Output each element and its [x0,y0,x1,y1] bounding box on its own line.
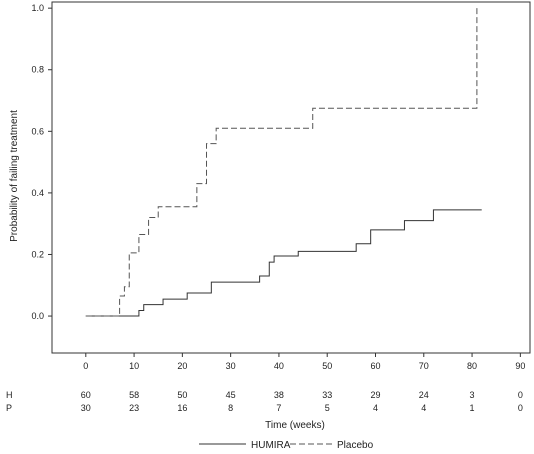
x-tick-label: 70 [419,361,429,371]
risk-count: 38 [274,390,284,400]
risk-count: 23 [129,403,139,413]
risk-count: 5 [325,403,330,413]
legend: HUMIRA Placebo [199,440,374,451]
risk-row-label: H [6,390,13,400]
x-tick-label: 0 [83,361,88,371]
x-tick-label: 30 [226,361,236,371]
legend-label-humira: HUMIRA [251,440,291,451]
plot-frame [51,1,531,354]
risk-count: 45 [226,390,236,400]
series-humira-line [85,209,482,317]
risk-row-label: P [6,403,12,413]
y-tick-label: 0.6 [31,126,44,136]
x-axis-title: Time (weeks) [265,420,325,431]
risk-count: 58 [129,390,139,400]
risk-count: 4 [421,403,426,413]
x-tick-label: 60 [370,361,380,371]
y-axis-ticks: 0.0 0.2 0.4 0.6 0.8 1.0 [31,3,52,321]
x-axis-ticks: 0 10 20 30 40 50 60 70 80 90 [83,353,525,371]
risk-count: 0 [518,390,523,400]
x-tick-label: 10 [129,361,139,371]
risk-count: 29 [370,390,380,400]
risk-count: 50 [177,390,187,400]
risk-table: H 60 58 50 45 38 33 29 24 3 0P 30 23 16 8 7 5 4 4 1 0 [6,390,523,413]
risk-count: 7 [276,403,281,413]
risk-count: 33 [322,390,332,400]
y-tick-label: 0.4 [31,188,44,198]
x-tick-label: 20 [177,361,187,371]
y-tick-label: 0.8 [31,65,44,75]
risk-count: 1 [470,403,475,413]
x-tick-label: 40 [274,361,284,371]
risk-count: 4 [373,403,378,413]
x-tick-label: 90 [515,361,525,371]
y-tick-label: 0.2 [31,249,44,259]
legend-label-placebo: Placebo [337,440,374,451]
risk-count: 3 [470,390,475,400]
y-tick-label: 0.0 [31,311,44,321]
x-tick-label: 50 [322,361,332,371]
x-tick-label: 80 [467,361,477,371]
risk-count: 30 [81,403,91,413]
series-placebo-line [85,8,478,317]
risk-count: 0 [518,403,523,413]
risk-count: 16 [177,403,187,413]
series-layer [85,8,482,317]
risk-count: 60 [81,390,91,400]
y-axis-title: Probability of failing treatment [9,110,20,242]
risk-count: 24 [419,390,429,400]
y-tick-label: 1.0 [31,3,44,13]
risk-count: 8 [228,403,233,413]
